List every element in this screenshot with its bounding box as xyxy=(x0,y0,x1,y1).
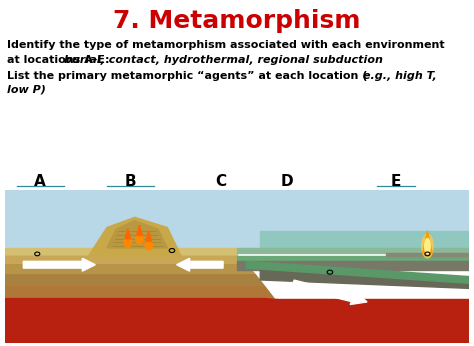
Text: Regional Subduction
Low T, High P: Regional Subduction Low T, High P xyxy=(268,194,350,215)
Ellipse shape xyxy=(422,234,433,258)
Text: Contact meta.
High T,
Low P: Contact meta. High T, Low P xyxy=(206,198,264,229)
Text: e.g., high T,: e.g., high T, xyxy=(363,71,437,81)
Polygon shape xyxy=(88,217,181,256)
Polygon shape xyxy=(146,231,152,241)
Text: low P): low P) xyxy=(7,85,46,95)
Polygon shape xyxy=(246,261,469,283)
Ellipse shape xyxy=(136,235,143,244)
Ellipse shape xyxy=(145,240,153,250)
Text: A: A xyxy=(35,174,46,189)
Ellipse shape xyxy=(124,238,132,247)
Text: C: C xyxy=(215,174,226,189)
FancyArrow shape xyxy=(23,258,95,271)
Ellipse shape xyxy=(425,238,430,254)
Polygon shape xyxy=(5,265,255,275)
Polygon shape xyxy=(5,256,246,265)
Polygon shape xyxy=(5,275,265,287)
Polygon shape xyxy=(137,225,142,235)
Bar xyxy=(5,190,469,248)
Bar xyxy=(260,231,469,248)
FancyArrow shape xyxy=(291,280,367,304)
Text: Hydrothermal Meta.
High T, Low P: Hydrothermal Meta. High T, Low P xyxy=(367,195,448,216)
Polygon shape xyxy=(386,253,469,256)
Polygon shape xyxy=(237,248,469,253)
Text: at locations A-E:: at locations A-E: xyxy=(7,55,113,65)
Polygon shape xyxy=(125,228,131,239)
Polygon shape xyxy=(107,221,167,248)
Bar xyxy=(5,299,469,343)
Text: 7. Metamorphism: 7. Metamorphism xyxy=(113,9,361,33)
Text: Identify the type of metamorphism associated with each environment: Identify the type of metamorphism associ… xyxy=(7,40,445,50)
Polygon shape xyxy=(5,248,237,256)
Polygon shape xyxy=(260,270,469,289)
Text: B: B xyxy=(125,174,136,189)
Text: D: D xyxy=(281,174,293,189)
Text: E: E xyxy=(391,174,401,189)
Text: Burial Meta
High P, High T: Burial Meta High P, High T xyxy=(5,195,61,216)
FancyArrow shape xyxy=(177,258,223,271)
Text: Contact meta.
High T, Low P: Contact meta. High T, Low P xyxy=(104,195,162,216)
Text: burial, contact, hydrothermal, regional subduction: burial, contact, hydrothermal, regional … xyxy=(64,55,383,65)
Polygon shape xyxy=(237,261,469,270)
Polygon shape xyxy=(5,299,469,343)
Text: List the primary metamorphic “agents” at each location (: List the primary metamorphic “agents” at… xyxy=(7,71,367,81)
Polygon shape xyxy=(237,256,469,261)
Polygon shape xyxy=(423,231,432,253)
Polygon shape xyxy=(5,287,274,299)
